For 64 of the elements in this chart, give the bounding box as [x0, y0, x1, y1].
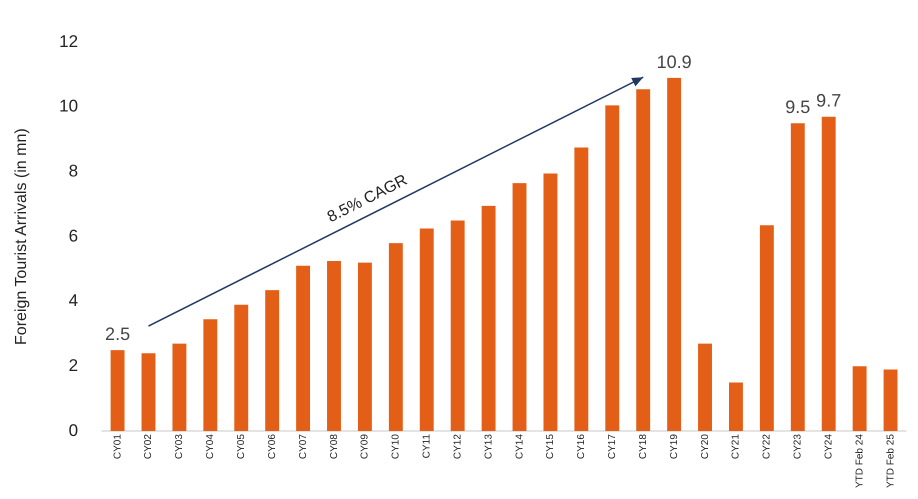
- y-tick-label: 12: [59, 32, 78, 51]
- data-label: 2.5: [105, 324, 130, 344]
- data-label: 10.9: [656, 52, 692, 72]
- y-tick-label: 2: [68, 356, 78, 375]
- bar: [110, 350, 125, 432]
- bar: [327, 260, 341, 432]
- bar: [605, 105, 620, 432]
- x-tick-label: CY12: [452, 434, 464, 460]
- x-tick-label: YTD Feb 25: [885, 434, 896, 488]
- x-tick-label: CY19: [668, 434, 680, 460]
- bar: [822, 116, 836, 432]
- bar: [296, 266, 310, 432]
- y-tick-label: 6: [68, 226, 78, 246]
- y-tick-label: 4: [68, 291, 78, 310]
- x-tick-label: CY09: [360, 434, 371, 460]
- x-tick-label: CY21: [730, 434, 742, 460]
- x-tick-label: CY02: [143, 434, 154, 460]
- bar: [142, 353, 156, 432]
- y-tick-label: 0: [68, 420, 78, 440]
- bar: [203, 319, 218, 432]
- x-tick-label: CY05: [236, 434, 247, 460]
- bar: [667, 78, 682, 432]
- x-tick-label: CY16: [576, 434, 588, 460]
- bar: [234, 304, 248, 432]
- y-axis-title: Foreign Tourist Arrivals (in mn): [13, 128, 30, 345]
- bar: [543, 173, 558, 432]
- bar: [884, 370, 898, 432]
- x-tick-label: CY03: [174, 434, 186, 460]
- bar: [728, 382, 743, 432]
- x-tick-label: CY11: [422, 434, 433, 458]
- bar: [482, 206, 496, 432]
- bar: [636, 89, 650, 432]
- x-tick-label: CY04: [205, 434, 216, 460]
- bar: [420, 228, 434, 432]
- bar: [388, 243, 403, 432]
- x-tick-label: CY06: [266, 434, 278, 460]
- x-tick-label: CY10: [390, 434, 402, 460]
- bar: [358, 262, 372, 432]
- bar: [172, 344, 186, 432]
- y-tick-label: 8: [68, 162, 78, 181]
- x-tick-label: CY13: [483, 434, 494, 460]
- x-tick-label: CY17: [607, 434, 618, 460]
- data-label: 9.5: [785, 97, 810, 118]
- bar: [450, 220, 465, 432]
- x-tick-label: CY07: [298, 434, 309, 460]
- bar: [760, 225, 774, 432]
- y-tick-label: 10: [59, 96, 78, 116]
- x-tick-label: YTD Feb 24: [854, 434, 866, 488]
- x-tick-label: CY22: [762, 434, 773, 460]
- x-tick-label: CY08: [328, 434, 340, 460]
- x-tick-label: CY15: [545, 434, 556, 460]
- bar: [852, 366, 867, 432]
- x-tick-label: CY14: [514, 434, 526, 460]
- data-label: 9.7: [816, 90, 842, 111]
- x-tick-label: CY24: [823, 434, 834, 460]
- x-tick-label: CY18: [638, 434, 649, 460]
- x-tick-label: CY23: [792, 434, 804, 460]
- x-tick-label: CY01: [112, 434, 124, 460]
- bar: [265, 290, 280, 432]
- bar: [698, 344, 712, 432]
- bar: [574, 148, 588, 432]
- bar: [790, 123, 805, 432]
- x-tick-label: CY20: [700, 434, 711, 460]
- bar: [512, 183, 526, 432]
